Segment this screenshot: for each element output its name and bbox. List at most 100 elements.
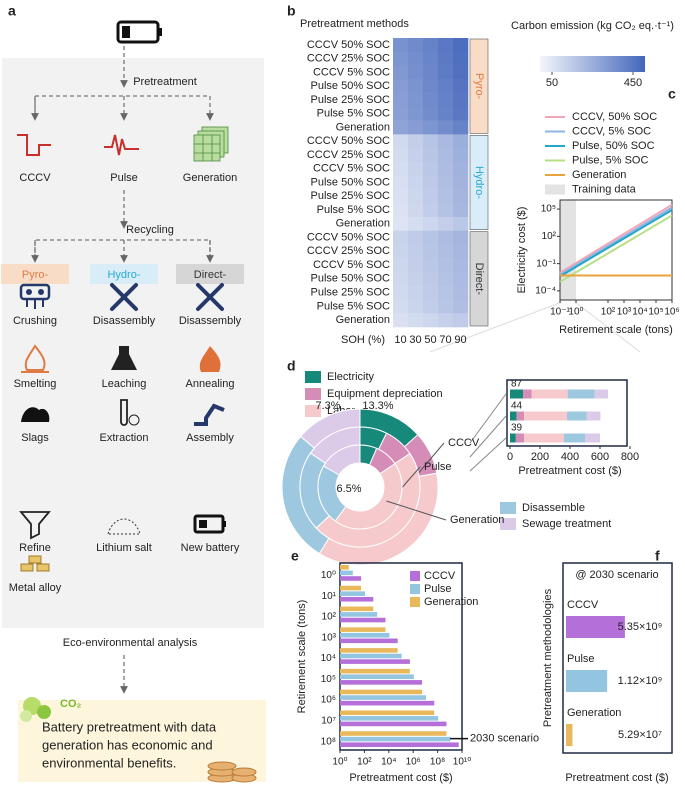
heat-cell [438,216,454,231]
x-tick-label: 200 [531,451,549,463]
heat-cell [423,258,439,273]
heat-cell [393,175,409,190]
panel-label: d [287,358,296,374]
heat-cell [438,148,454,163]
group-tag [469,135,489,230]
heat-cell [453,38,469,53]
row-label: CCCV 25% SOC [307,245,390,257]
chart-title: Pretreatment methods [300,18,409,30]
panel-label: b [287,3,296,19]
bar-segment [524,411,567,421]
legend-swatch [410,597,420,607]
heat-cell [438,134,454,149]
heat-cell [408,175,424,190]
panel-label: e [291,548,299,564]
pretreatment-label: Pretreatment [133,76,197,88]
heat-cell [453,51,469,66]
row-label: Pulse 5% SOC [317,300,390,312]
bar [340,596,374,602]
heat-cell [423,65,439,80]
x-tick-label: 800 [621,451,639,463]
recycling-label: Recycling [126,224,174,236]
heat-cell [408,79,424,94]
share-label: 7.3% [315,400,340,412]
bar [340,653,402,659]
heat-cell [408,134,424,149]
legend-swatch [500,502,516,514]
bar-segment [510,411,517,421]
route-name: Hydro- [107,269,140,281]
x-tick-label: 10² [601,307,616,318]
heat-cell [438,106,454,121]
bar-segment [567,389,595,399]
heat-cell [453,285,469,300]
heat-cell [453,299,469,314]
heat-cell [453,189,469,204]
bar-value-label: 87 [511,379,523,390]
heat-cell [408,161,424,176]
chart-title: @ 2030 scenario [575,569,658,581]
leader-line [386,500,447,521]
legend-label: Pulse, 50% SOC [572,140,655,152]
heat-cell [423,79,439,94]
colorbar-tick-label: 450 [624,77,642,89]
connector [469,437,507,472]
heat-cell [408,38,424,53]
bar [340,721,447,727]
bar [340,731,447,736]
step-icon [194,403,225,426]
x-axis-label: Retirement scale (tons) [559,324,673,336]
heat-cell [453,106,469,121]
y-axis-label: Electricity cost ($) [516,207,528,294]
legend-label: Generation [424,596,478,608]
heat-cell [453,148,469,163]
bar-segment [510,433,516,443]
bar [340,606,374,612]
y-tick-label: 10³ [322,632,337,643]
heat-cell [438,120,454,135]
bar [566,724,573,746]
x-tick-label: 10⁶ [664,307,679,318]
legend-label: Generation [572,169,626,181]
x-tick-label: 10³ [617,307,632,318]
heat-cell [393,51,409,66]
heat-cell [393,271,409,287]
bar-value-label: 39 [511,423,523,434]
bar [340,668,410,674]
y-tick-label: 10⁵ [541,204,556,215]
heat-cell [423,106,439,121]
colorbar [540,56,645,72]
heat-cell [408,51,424,66]
legend-swatch [410,571,420,581]
heat-cell [438,161,454,176]
heat-cell [393,203,409,218]
step-icon [107,518,141,535]
heat-cell [453,93,469,108]
heat-cell [438,313,454,328]
connector [469,393,507,444]
pretreatment-method: CCCV [19,172,51,184]
category-label: CCCV [448,437,480,449]
step-label: Crushing [13,315,57,327]
bar [340,689,423,695]
step-icon [110,283,138,311]
heat-cell [453,244,469,259]
bar-segment [510,389,524,399]
legend-label: CCCV [424,570,456,582]
data-line [559,206,673,276]
heat-cell [423,134,439,149]
heat-cell [453,65,469,80]
step-label: Extraction [100,432,149,444]
heat-cell [438,51,454,66]
step-label: Annealing [186,378,235,390]
heat-cell [393,120,409,135]
panel-label: a [8,3,16,19]
legend-label: CCCV, 5% SOC [572,125,651,137]
legend-label: Sewage treatment [522,518,611,530]
share-label: 6.5% [336,483,361,495]
heat-cell [453,216,469,231]
bar [340,576,362,581]
category-label: Generation [450,514,504,526]
share-label: 13.3% [362,400,393,412]
x-tick-label: 30 [409,334,421,346]
